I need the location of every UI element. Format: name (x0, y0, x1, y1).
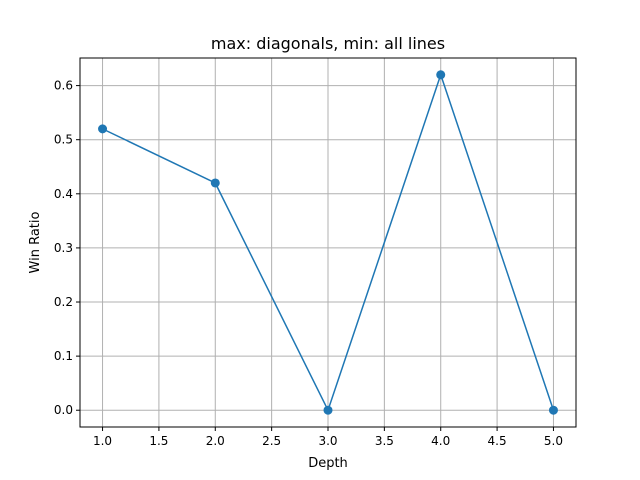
y-tick-label: 0.0 (54, 403, 73, 417)
chart-title: max: diagonals, min: all lines (211, 34, 445, 53)
data-point (98, 124, 108, 134)
x-tick-label: 2.5 (262, 434, 281, 448)
x-tick-label: 4.0 (431, 434, 450, 448)
x-axis-label: Depth (308, 456, 348, 471)
x-tick-label: 4.5 (488, 434, 507, 448)
x-tick-label: 5.0 (544, 434, 563, 448)
data-point (210, 178, 220, 188)
x-tick-label: 1.5 (149, 434, 168, 448)
data-point (548, 405, 558, 415)
x-tick-label: 2.0 (206, 434, 225, 448)
y-tick-label: 0.3 (54, 241, 73, 255)
ticks: 1.0 1.5 2.0 2.5 3.0 3.5 4.0 4.5 5.0 0.0 0.1 0.2 0.3 0… (54, 79, 563, 448)
x-tick-label: 3.5 (375, 434, 394, 448)
y-tick-label: 0.4 (54, 187, 73, 201)
y-tick-label: 0.1 (54, 349, 73, 363)
x-tick-label: 3.0 (318, 434, 337, 448)
y-tick-label: 0.6 (54, 79, 73, 93)
data-point (436, 70, 446, 80)
y-axis-label: Win Ratio (28, 211, 43, 273)
y-tick-label: 0.2 (54, 295, 73, 309)
x-tick-label: 1.0 (93, 434, 112, 448)
y-tick-label: 0.5 (54, 133, 73, 147)
series (98, 70, 558, 415)
data-point (323, 405, 333, 415)
